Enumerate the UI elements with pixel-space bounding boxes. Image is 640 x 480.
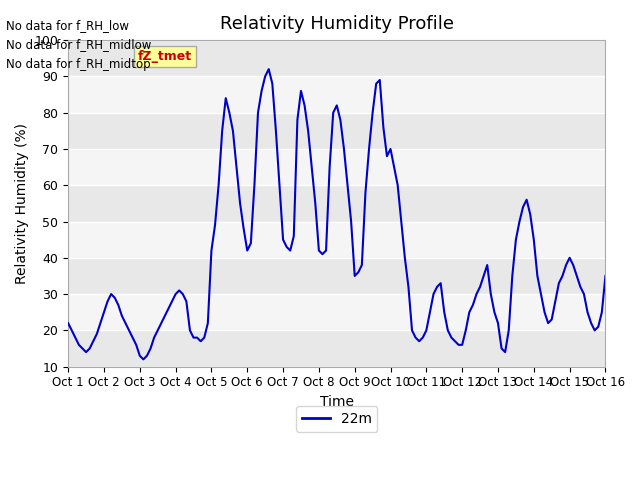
Bar	[68, 149, 605, 185]
Y-axis label: Relativity Humidity (%): Relativity Humidity (%)	[15, 123, 29, 284]
Bar	[68, 113, 605, 149]
Title: Relativity Humidity Profile: Relativity Humidity Profile	[220, 15, 454, 33]
Bar	[68, 258, 605, 294]
Bar	[68, 221, 605, 258]
Text: fZ_tmet: fZ_tmet	[138, 50, 192, 63]
Bar	[68, 330, 605, 367]
Bar	[68, 294, 605, 330]
Bar	[68, 185, 605, 221]
Bar	[68, 76, 605, 113]
X-axis label: Time: Time	[320, 395, 354, 409]
Text: No data for f_RH_midlow: No data for f_RH_midlow	[6, 38, 152, 51]
Bar	[68, 40, 605, 76]
Text: No data for f_RH_midtop: No data for f_RH_midtop	[6, 58, 151, 71]
Text: No data for f_RH_low: No data for f_RH_low	[6, 19, 129, 32]
Legend: 22m: 22m	[296, 407, 378, 432]
